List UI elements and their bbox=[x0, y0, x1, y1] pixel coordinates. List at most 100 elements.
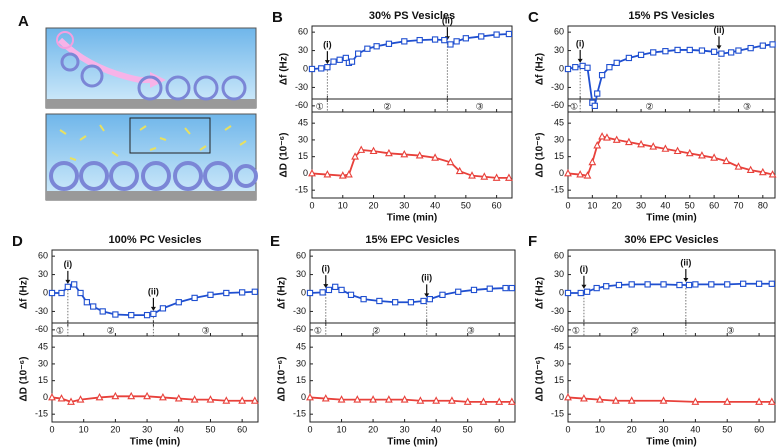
x-tick-label: 70 bbox=[733, 200, 743, 210]
x-tick-label: 60 bbox=[709, 200, 719, 210]
annotation-arrowhead bbox=[324, 60, 330, 65]
marker bbox=[598, 71, 606, 79]
marker bbox=[190, 395, 199, 403]
x-tick-label: 50 bbox=[722, 424, 732, 434]
marker bbox=[250, 396, 259, 404]
data-line bbox=[309, 396, 512, 403]
marker bbox=[431, 36, 439, 43]
marker bbox=[348, 58, 356, 65]
x-tick-label: 0 bbox=[309, 200, 314, 210]
plot-frame bbox=[311, 111, 513, 199]
marker bbox=[90, 303, 97, 310]
x-tick-label: 10 bbox=[587, 200, 597, 210]
x-tick-label: 30 bbox=[399, 200, 409, 210]
marker bbox=[308, 168, 316, 177]
x-tick-label: 0 bbox=[565, 424, 570, 434]
marker bbox=[710, 48, 718, 55]
marker bbox=[564, 168, 572, 177]
phase-label: ② bbox=[631, 325, 639, 335]
marker bbox=[401, 38, 408, 45]
data-line bbox=[567, 135, 773, 177]
marker bbox=[400, 149, 409, 158]
marker bbox=[613, 59, 620, 67]
x-tick-label: 30 bbox=[659, 424, 669, 434]
chart-title: 30% PS Vesicles bbox=[369, 10, 455, 22]
x-tick-label: 20 bbox=[369, 200, 379, 210]
y-tick-label: 0 bbox=[559, 287, 564, 297]
marker bbox=[492, 173, 501, 181]
y-tick-label: 60 bbox=[296, 251, 306, 261]
y-axis-label: ΔD (10⁻⁶) bbox=[535, 133, 546, 178]
marker bbox=[593, 284, 600, 292]
marker bbox=[431, 153, 439, 161]
marker bbox=[306, 289, 314, 297]
y-tick-label: 45 bbox=[554, 118, 564, 128]
x-tick-label: 20 bbox=[368, 424, 378, 434]
y-tick-label: -15 bbox=[293, 409, 306, 419]
marker bbox=[420, 297, 427, 305]
marker bbox=[768, 170, 777, 178]
marker bbox=[463, 397, 472, 405]
marker bbox=[57, 394, 66, 402]
marker bbox=[222, 396, 231, 404]
phase-label: ① bbox=[570, 101, 578, 111]
y-tick-label: 0 bbox=[301, 287, 306, 297]
y-tick-label: -30 bbox=[551, 306, 564, 316]
x-tick-label: 0 bbox=[565, 200, 570, 210]
marker bbox=[238, 396, 247, 404]
y-tick-label: 30 bbox=[298, 134, 308, 144]
marker bbox=[369, 146, 378, 155]
phase-label: ② bbox=[383, 101, 391, 111]
annotation: (ii) bbox=[421, 273, 432, 283]
marker bbox=[206, 395, 215, 403]
marker bbox=[455, 166, 464, 175]
marker bbox=[507, 397, 516, 405]
marker bbox=[338, 171, 347, 179]
marker bbox=[384, 395, 393, 403]
y-tick-label: -60 bbox=[295, 100, 308, 110]
marker bbox=[685, 148, 694, 157]
panel-letter: D bbox=[12, 233, 23, 250]
x-axis-label: Time (min) bbox=[130, 437, 180, 448]
panel-letter: E bbox=[270, 233, 280, 250]
marker bbox=[662, 48, 669, 55]
annotation: (ii) bbox=[713, 25, 724, 35]
phase-label: ② bbox=[107, 325, 115, 335]
marker bbox=[239, 289, 246, 296]
marker bbox=[722, 156, 731, 165]
x-tick-label: 40 bbox=[660, 200, 670, 210]
x-tick-label: 50 bbox=[463, 424, 473, 434]
y-tick-label: 0 bbox=[43, 287, 48, 297]
marker bbox=[728, 49, 735, 56]
schematic-bottom bbox=[45, 113, 258, 201]
marker bbox=[455, 288, 462, 295]
marker bbox=[502, 284, 509, 292]
x-tick-label: 50 bbox=[461, 200, 471, 210]
annotation-arrowhead bbox=[716, 45, 722, 50]
marker bbox=[755, 397, 763, 405]
annotation-arrowhead bbox=[581, 284, 587, 289]
marker bbox=[676, 281, 683, 289]
marker bbox=[564, 289, 572, 297]
marker bbox=[64, 283, 71, 291]
marker bbox=[505, 30, 513, 38]
marker bbox=[576, 170, 585, 178]
y-tick-label: -15 bbox=[35, 409, 48, 419]
y-tick-label: -30 bbox=[295, 82, 308, 92]
marker bbox=[112, 311, 119, 318]
marker bbox=[710, 153, 719, 161]
marker bbox=[572, 64, 579, 71]
marker bbox=[71, 281, 78, 288]
marker bbox=[353, 395, 362, 403]
y-axis-label: ΔD (10⁻⁶) bbox=[535, 357, 546, 402]
marker bbox=[758, 167, 767, 176]
y-tick-label: 30 bbox=[554, 358, 564, 368]
y-tick-label: 0 bbox=[303, 168, 308, 178]
marker bbox=[480, 172, 489, 180]
marker bbox=[505, 173, 513, 181]
marker bbox=[479, 397, 488, 405]
x-tick-label: 40 bbox=[174, 424, 184, 434]
x-tick-label: 60 bbox=[237, 424, 247, 434]
x-tick-label: 80 bbox=[758, 200, 768, 210]
x-tick-label: 10 bbox=[79, 424, 89, 434]
